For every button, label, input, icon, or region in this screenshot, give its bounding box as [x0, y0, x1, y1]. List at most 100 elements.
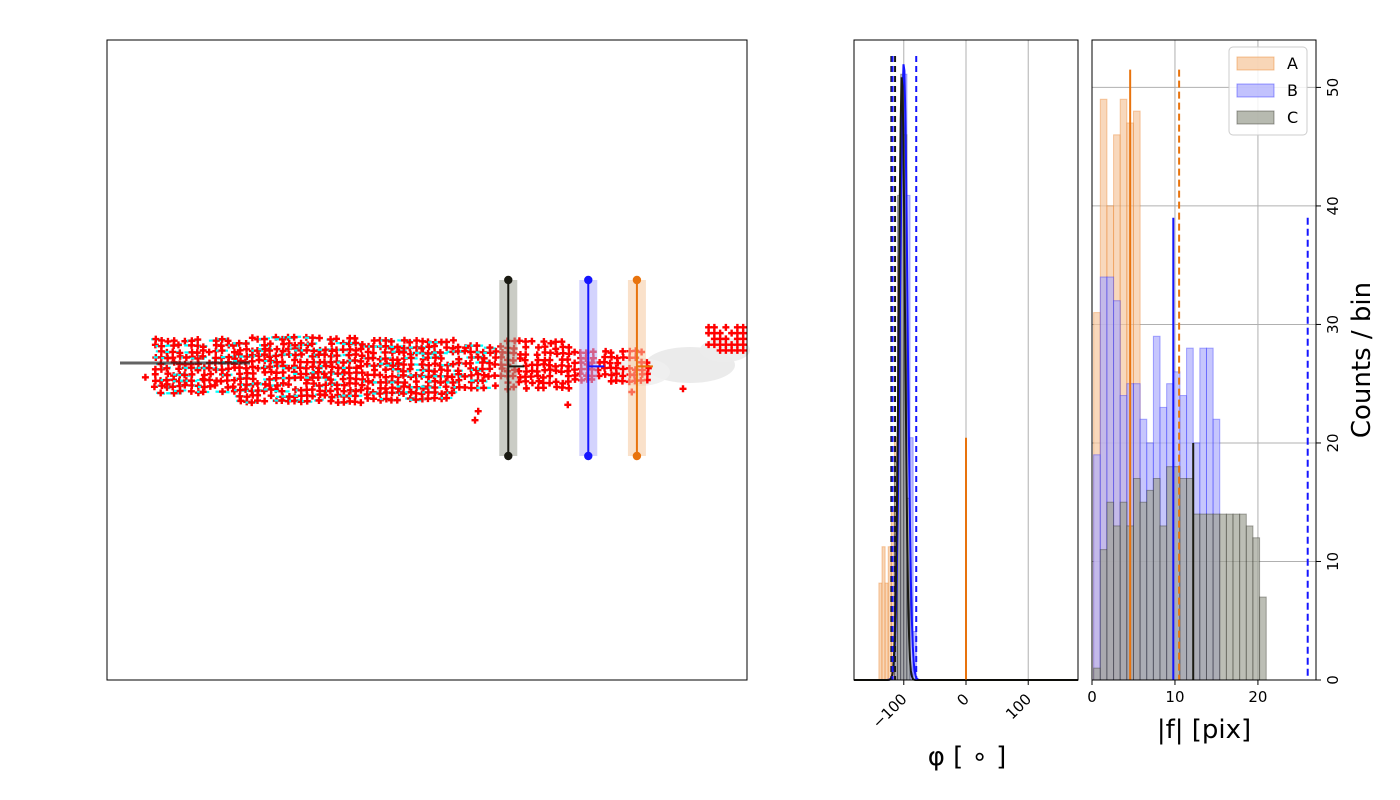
- tracked-point: [431, 384, 439, 392]
- tracked-point: [230, 376, 238, 384]
- tracked-point: [218, 366, 226, 374]
- tracked-point: [309, 334, 317, 342]
- position-markers: [499, 275, 653, 461]
- legend-swatch-B: [1236, 83, 1275, 98]
- tracked-point: [739, 323, 747, 331]
- magnitude-bar-C: [1093, 667, 1101, 681]
- tracked-point: [188, 337, 196, 345]
- tracked-point: [261, 380, 269, 388]
- tracked-point: [443, 338, 451, 346]
- magnitude-bar-C: [1245, 525, 1254, 681]
- tracked-point: [571, 371, 579, 379]
- tracked-point: [205, 348, 213, 356]
- tracked-point: [352, 346, 360, 354]
- tracked-point: [333, 381, 341, 389]
- tracked-point: [157, 389, 165, 397]
- tracked-point: [358, 369, 366, 377]
- tracked-point: [273, 345, 281, 353]
- tracked-point: [393, 356, 401, 364]
- tracked-point: [358, 341, 366, 349]
- tracked-point: [393, 343, 401, 351]
- tracked-point: [359, 375, 367, 383]
- tracked-point: [467, 384, 475, 392]
- magnitude-bar-C: [1159, 525, 1168, 681]
- tracked-point: [181, 381, 189, 389]
- tracked-point: [200, 383, 208, 391]
- tracked-point: [370, 362, 378, 370]
- tracked-point: [267, 392, 275, 400]
- tracked-point: [278, 387, 286, 395]
- magnitude-bar-C: [1146, 489, 1154, 681]
- tracked-point: [565, 384, 573, 392]
- tracked-point: [290, 333, 298, 341]
- tracked-point: [474, 407, 482, 415]
- magnitude-bar-C: [1252, 537, 1261, 681]
- tracked-point: [387, 337, 395, 345]
- tracked-point: [418, 344, 426, 352]
- tracked-point: [454, 367, 462, 375]
- tracked-point: [552, 338, 560, 346]
- magnitude-x-tick-label: 20: [1248, 688, 1267, 706]
- tracked-point: [236, 370, 244, 378]
- tracked-point: [491, 360, 499, 368]
- tracked-point: [224, 365, 232, 373]
- tracked-point: [158, 336, 166, 344]
- tracked-point: [328, 363, 336, 371]
- tracked-point: [425, 361, 433, 369]
- tracked-point: [328, 393, 336, 401]
- tracked-point: [211, 381, 219, 389]
- tracked-point: [710, 323, 718, 331]
- tracked-point: [285, 364, 293, 372]
- tracked-point: [297, 339, 305, 347]
- tracked-point: [436, 348, 444, 356]
- tracked-point: [539, 373, 547, 381]
- tracked-point: [266, 375, 274, 383]
- tracked-point: [619, 372, 627, 380]
- tracked-point: [601, 370, 609, 378]
- tracked-point: [467, 348, 475, 356]
- tracked-point: [425, 373, 433, 381]
- magnitude-bar-C: [1119, 501, 1128, 681]
- tracked-point: [461, 372, 469, 380]
- tracked-point: [345, 364, 353, 372]
- tracked-point: [400, 389, 408, 397]
- tracked-point: [400, 361, 408, 369]
- tracked-point: [480, 354, 488, 362]
- tracked-point: [564, 356, 572, 364]
- tracked-point: [412, 389, 420, 397]
- tracked-point: [169, 383, 177, 391]
- tracked-point: [364, 371, 372, 379]
- tracked-point: [619, 353, 627, 361]
- tracked-point: [339, 375, 347, 383]
- tracked-point: [491, 382, 499, 390]
- tracked-point: [315, 397, 323, 405]
- legend-swatch-A: [1236, 56, 1275, 71]
- tracked-point: [407, 361, 415, 369]
- tracked-point: [679, 385, 687, 393]
- tracked-point: [332, 335, 340, 343]
- tracked-point: [558, 338, 566, 346]
- marker-top-dot-B: [584, 275, 593, 285]
- tracked-point: [358, 352, 366, 360]
- tracked-point: [565, 362, 573, 370]
- tracked-point: [377, 396, 385, 404]
- tracked-point: [303, 358, 311, 366]
- magnitude-bar-C: [1113, 525, 1121, 681]
- tracked-point: [243, 393, 251, 401]
- tracked-point: [141, 373, 149, 381]
- tracked-point: [522, 338, 530, 346]
- tracked-point: [533, 351, 541, 359]
- tracked-point: [310, 380, 318, 388]
- tracked-point: [413, 337, 421, 345]
- tracked-point: [217, 377, 225, 385]
- tracked-point: [438, 390, 446, 398]
- tracked-point: [309, 392, 317, 400]
- tracked-point: [151, 365, 159, 373]
- tracked-point: [431, 367, 439, 375]
- tracked-point: [217, 342, 225, 350]
- tracked-point: [236, 392, 244, 400]
- tracked-point: [308, 386, 316, 394]
- tracked-point: [291, 393, 299, 401]
- legend-swatch-C: [1236, 110, 1275, 125]
- tracked-point: [327, 335, 335, 343]
